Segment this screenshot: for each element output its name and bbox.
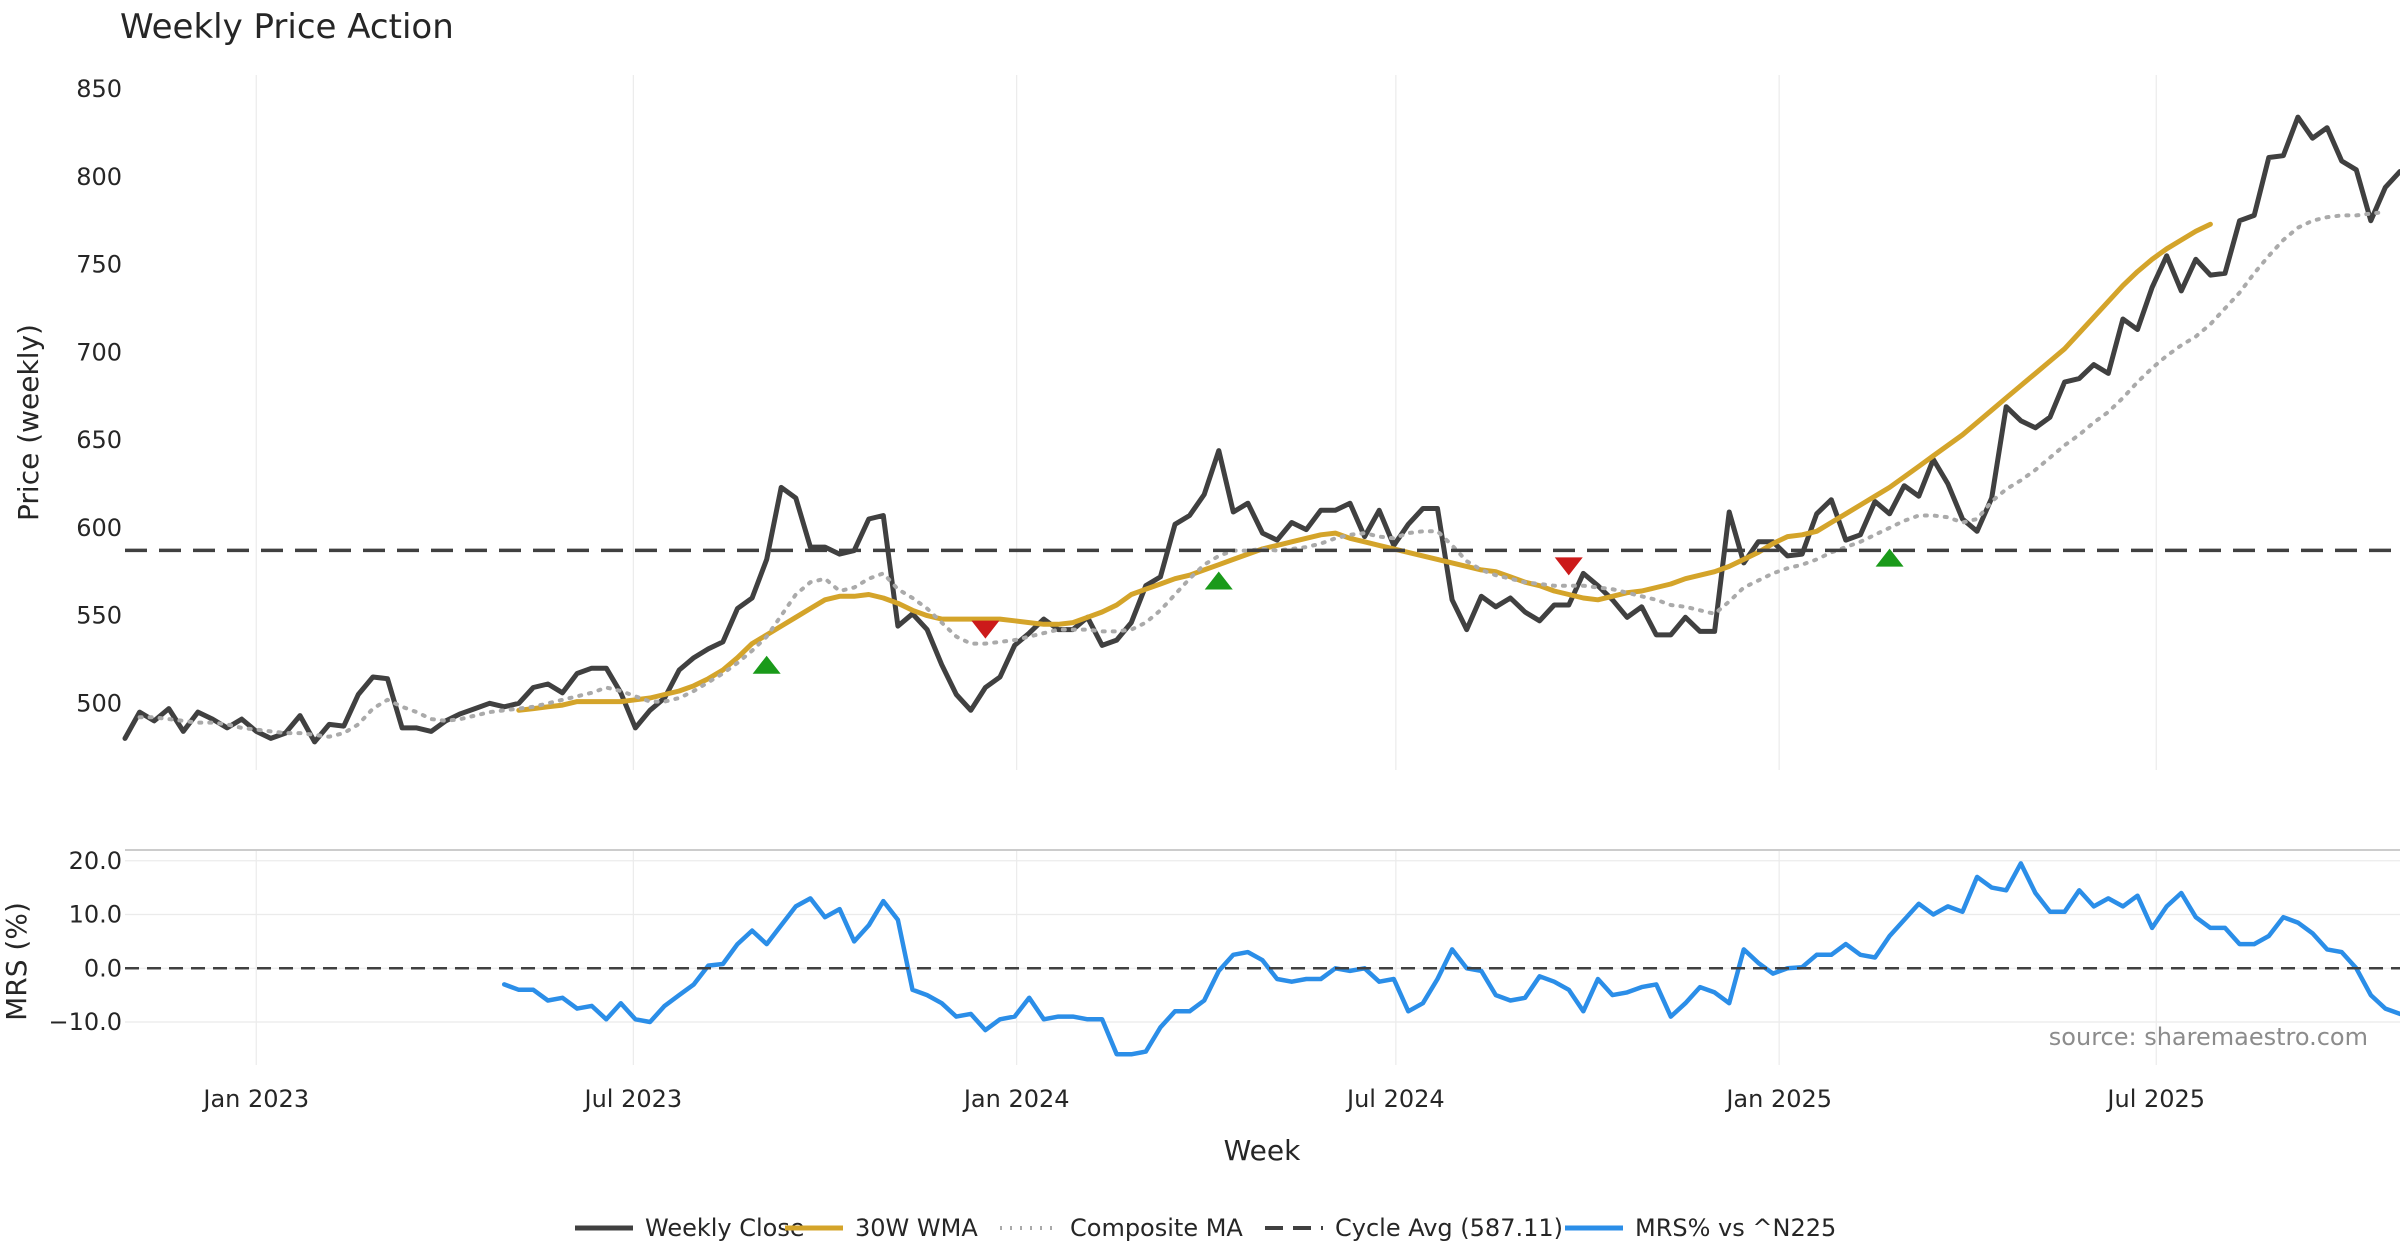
price-y-tick-label: 550 — [76, 602, 122, 630]
price-panel: 500 550 600 650 700 750 800 850 Price (weekly) — [12, 75, 2400, 770]
legend-label-mrs-vs-n225: MRS% vs ^N225 — [1635, 1214, 1836, 1242]
x-tick-label: Jul 2025 — [2105, 1085, 2205, 1113]
price-y-axis-label: Price (weekly) — [12, 324, 45, 521]
mrs-y-axis-label: MRS (%) — [0, 902, 33, 1021]
x-axis: Jan 2023 Jul 2023 Jan 2024 Jul 2024 Jan 2025… — [201, 1085, 2205, 1113]
buy-signal-marker — [1204, 571, 1233, 590]
price-y-tick-label: 500 — [76, 689, 122, 717]
mrs-vs-n225-series-line — [501, 861, 2400, 1057]
sell-signal-marker — [1554, 557, 1583, 576]
price-y-tick-label: 600 — [76, 514, 122, 542]
legend-label-cycle-avg-587-11: Cycle Avg (587.11) — [1335, 1214, 1563, 1242]
legend-label-30w-wma: 30W WMA — [855, 1214, 978, 1242]
x-tick-label: Jul 2023 — [582, 1085, 682, 1113]
price-y-tick-label: 850 — [76, 75, 122, 103]
price-y-tick-label: 750 — [76, 251, 122, 279]
mrs-y-tick-label: 20.0 — [69, 847, 122, 875]
legend: Weekly Close 30W WMA Composite MA Cycle Avg… — [575, 1214, 1836, 1242]
x-tick-label: Jan 2024 — [962, 1085, 1070, 1113]
x-tick-label: Jul 2024 — [1345, 1085, 1445, 1113]
legend-label-weekly-close: Weekly Close — [645, 1214, 805, 1242]
price-y-tick-label: 700 — [76, 338, 122, 366]
composite-ma-series-line — [137, 209, 2388, 739]
mrs-y-tick-label: 0.0 — [84, 954, 122, 982]
price-y-tick-label: 800 — [76, 163, 122, 191]
mrs-y-tick-label: 10.0 — [69, 901, 122, 929]
buy-signal-marker — [1875, 548, 1904, 567]
x-tick-label: Jan 2025 — [1724, 1085, 1832, 1113]
buy-signal-marker — [752, 655, 781, 674]
chart-title: Weekly Price Action — [120, 7, 454, 47]
mrs-panel: −10.0 0.0 10.0 20.0 MRS (%) — [0, 847, 2400, 1065]
sell-signal-marker — [971, 620, 1000, 639]
legend-label-composite-ma: Composite MA — [1070, 1214, 1243, 1242]
weekly-close-series-line — [122, 114, 2400, 745]
x-tick-label: Jan 2023 — [201, 1085, 309, 1113]
price-y-tick-label: 650 — [76, 426, 122, 454]
x-axis-label: Week — [1224, 1134, 1301, 1167]
source-text: source: sharemaestro.com — [2049, 1023, 2368, 1051]
mrs-y-tick-label: −10.0 — [48, 1008, 122, 1036]
30w-wma-series-line — [516, 221, 2213, 713]
